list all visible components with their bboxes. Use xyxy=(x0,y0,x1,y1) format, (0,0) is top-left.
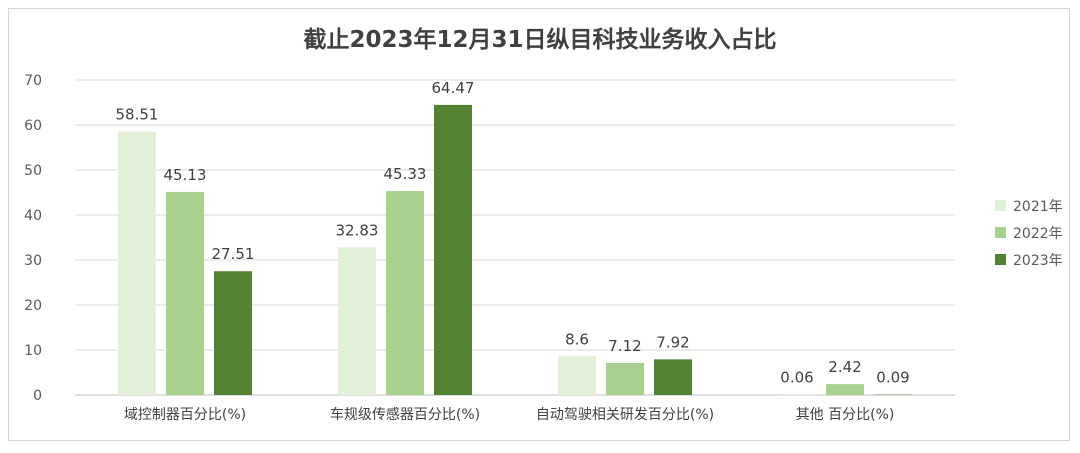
data-label: 8.6 xyxy=(565,330,589,348)
bar xyxy=(826,384,864,395)
data-labels: 58.51 45.13 27.51 32.83 45.33 64.47 8.6 7.12 7.9… xyxy=(116,79,910,387)
y-tick-label: 0 xyxy=(33,388,42,404)
data-label: 7.92 xyxy=(656,333,689,351)
bar xyxy=(166,191,204,395)
category-label: 车规级传感器百分比(%) xyxy=(330,406,480,423)
data-label: 58.51 xyxy=(116,106,159,124)
bar xyxy=(434,104,472,395)
data-label: 32.83 xyxy=(336,221,379,239)
category-label: 其他 百分比(%) xyxy=(796,407,895,423)
data-label: 45.33 xyxy=(384,165,427,183)
gridlines xyxy=(75,79,955,396)
bar xyxy=(386,191,424,395)
data-label: 45.13 xyxy=(164,166,207,184)
bar xyxy=(214,271,252,395)
legend-swatch xyxy=(995,254,1006,265)
bar xyxy=(654,359,692,395)
y-tick-label: 30 xyxy=(24,253,42,269)
chart-title: 截止2023年12月31日纵目科技业务收入占比 xyxy=(303,26,776,53)
y-tick-label: 50 xyxy=(24,163,42,179)
y-tick-label: 20 xyxy=(24,298,42,314)
y-tick-label: 70 xyxy=(24,73,42,89)
data-label: 27.51 xyxy=(212,245,255,263)
legend-swatch xyxy=(995,200,1006,211)
bars xyxy=(118,104,912,395)
legend-label: 2021年 xyxy=(1013,199,1063,215)
category-label: 域控制器百分比(%) xyxy=(124,407,246,423)
y-tick-label: 10 xyxy=(24,343,42,359)
data-label: 2.42 xyxy=(828,358,861,376)
data-label: 0.09 xyxy=(876,369,909,387)
category-label: 自动驾驶相关研发百分比(%) xyxy=(536,407,714,423)
data-label: 7.12 xyxy=(608,337,641,355)
legend-label: 2022年 xyxy=(1013,226,1063,242)
bar xyxy=(558,356,596,395)
legend-label: 2023年 xyxy=(1013,253,1063,269)
bar xyxy=(606,362,644,395)
legend-swatch xyxy=(995,227,1006,238)
y-axis-ticks: 0 10 20 30 40 50 60 70 xyxy=(24,73,42,404)
bar xyxy=(118,131,156,395)
y-tick-label: 40 xyxy=(24,208,42,224)
data-label: 64.47 xyxy=(432,79,475,97)
bar xyxy=(338,247,376,395)
data-label: 0.06 xyxy=(780,369,813,387)
y-tick-label: 60 xyxy=(24,118,42,134)
x-axis-categories: 域控制器百分比(%) 车规级传感器百分比(%) 自动驾驶相关研发百分比(%) 其他 百… xyxy=(124,406,894,423)
legend: 2021年 2022年 2023年 xyxy=(995,199,1063,269)
